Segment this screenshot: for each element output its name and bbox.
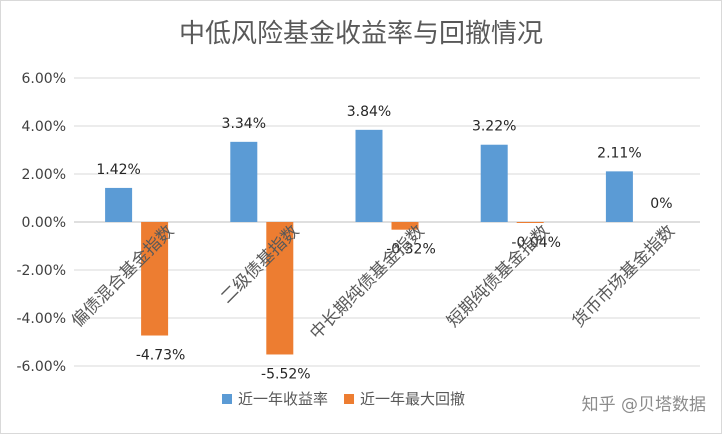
chart-title: 中低风险基金收益率与回撤情况 [179,19,543,49]
legend-label: 近一年最大回撤 [360,390,465,408]
y-tick-label: 6.00% [22,71,66,87]
y-tick-label: -6.00% [16,359,66,375]
y-tick-label: 2.00% [22,167,66,183]
data-label: 3.84% [347,104,391,120]
bar-drawdown [391,222,419,230]
y-tick-label: 4.00% [22,119,66,135]
gridlines [74,77,700,367]
legend-swatch [344,394,355,404]
watermark: 知乎 @贝塔数据 [582,395,706,415]
bar-return [230,141,258,222]
bar-return [480,144,508,222]
legend-label: 近一年收益率 [238,390,328,408]
y-axis-ticks: 6.00% 4.00% 2.00% 0.00% -2.00% -4.00% -6.00% [16,71,66,375]
y-tick-label: -2.00% [16,263,66,279]
data-label: -0.04% [511,235,561,251]
data-label: -4.73% [136,348,186,364]
y-tick-label: -4.00% [16,311,66,327]
data-label: 1.42% [96,162,140,178]
data-label: 0% [650,196,672,212]
category-label: 短期纯债基金指数 [443,221,553,331]
data-label: -0.32% [386,242,436,258]
bars [105,129,633,355]
bar-drawdown [266,222,294,355]
bar-return [605,171,633,222]
data-label: 3.34% [222,116,266,132]
bar-return [105,187,133,222]
legend-swatch [222,394,232,404]
y-tick-label: 0.00% [22,215,66,231]
bar-drawdown [141,222,169,336]
bar-return [355,129,383,222]
data-labels: 1.42% -4.73% 3.34% -5.52% 3.84% -0.32% 3.22% -0… [96,104,672,383]
data-label: 3.22% [472,119,516,135]
legend: 近一年收益率 近一年最大回撤 [222,390,465,408]
data-label: 2.11% [597,145,641,161]
category-label: 中长期纯债基金指数 [306,221,428,343]
bar-drawdown [516,222,544,223]
category-label: 货币市场基金指数 [569,221,679,331]
data-label: -5.52% [261,366,311,382]
